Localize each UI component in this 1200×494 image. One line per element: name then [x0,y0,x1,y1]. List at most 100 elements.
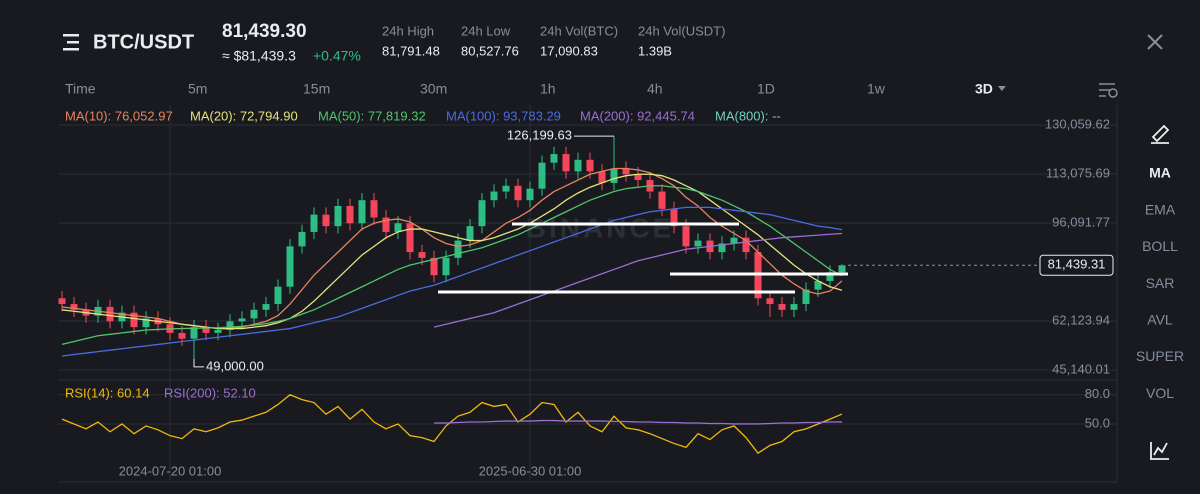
indicator-tab[interactable]: VOL [1146,385,1174,401]
candle-body [610,168,618,183]
rsi-legend[interactable]: RSI(14): 60.14 [65,385,150,400]
min-label: 49,000.00 [206,358,264,373]
axes [1150,442,1169,460]
timeframe-tab[interactable]: 5m [188,81,207,97]
rsi-tick-label: 50.0 [1085,415,1110,430]
candle-body [766,298,774,305]
candle-body [322,214,330,227]
timeframe-tab[interactable]: 3D [975,81,993,97]
candle-body [550,154,558,163]
candle-body [730,237,738,244]
timeframe-tab[interactable]: Time [65,81,96,97]
menu-bar [63,34,79,37]
candle-body [430,257,438,276]
candle-body [790,304,798,310]
candle-body [202,327,210,333]
symbol[interactable]: BTC/USDT [93,31,194,53]
rsi-tick-label: 80.0 [1085,386,1110,401]
dropdown-arrow[interactable] [997,86,1006,91]
candle-body [142,318,150,328]
timeframe-tab[interactable]: 1D [757,81,775,97]
candle-body [718,243,726,253]
close-button[interactable] [1147,34,1163,50]
menu-bar [67,41,79,44]
candle-body [250,309,258,319]
candle-body [286,246,294,287]
min-leader [193,358,204,368]
ma-legend[interactable]: MA(200): 92,445.74 [580,108,695,123]
candle-body [274,286,282,305]
timeframe-tab[interactable]: 1w [867,81,886,97]
candle-body [190,327,198,339]
y-tick-label: 45,140.01 [1052,361,1110,376]
pencil [1151,124,1170,143]
indicator-tab[interactable]: MA [1149,165,1171,181]
timeframe-tab[interactable]: 30m [420,81,447,97]
ma-legend[interactable]: MA(50): 77,819.32 [318,108,426,123]
user-drawings [438,222,848,294]
candle-body [838,265,846,273]
price-tag [1039,254,1114,276]
timeframe-tab[interactable]: 1h [540,81,556,97]
y-tick-label: 96,091.77 [1052,214,1110,229]
indicator-tab[interactable]: BOLL [1142,238,1178,254]
candle-body [586,159,594,172]
candle-body [742,237,750,253]
timeframe-tab[interactable]: 15m [303,81,330,97]
indicator-tab[interactable]: EMA [1145,201,1176,217]
stat-value: 81,791.48 [382,43,440,58]
candle-body [622,168,630,175]
menu-icon[interactable] [63,34,79,51]
stat-label: 24h Vol(USDT) [638,23,725,38]
candle-body [778,304,786,310]
rsi-line [434,419,843,425]
candle-body [394,223,402,232]
candle-body [478,200,486,227]
price-change: +0.47% [313,48,361,64]
candle-body [238,318,246,322]
max-label: 126,199.63 [507,128,572,143]
candle-body [418,252,426,258]
candle-body [826,272,834,281]
rsi-legend[interactable]: RSI(200): 52.10 [164,385,256,400]
timeframe-tab[interactable]: 4h [647,81,663,97]
draw-tool-icon[interactable] [1151,124,1170,144]
indicator-icon[interactable] [1150,442,1169,460]
indicator-tab[interactable]: SUPER [1136,348,1184,364]
candle-body [334,205,342,227]
ma-legend[interactable]: MA(800): -- [715,108,781,123]
candle-body [178,332,186,339]
stat-label: 24h Low [461,23,511,38]
candle-body [298,231,306,247]
candle-body [802,289,810,305]
candle-body [370,200,378,218]
ma-line [61,185,843,346]
chart-settings-icon[interactable] [1099,83,1118,98]
candle-body [814,280,822,290]
ma-legend[interactable]: MA(10): 76,052.97 [65,108,173,123]
last-price: 81,439.30 [222,21,307,42]
candle-body [406,223,414,253]
indicator-tab[interactable]: SAR [1146,275,1175,291]
candle-body [682,226,690,247]
indicator-tab[interactable]: AVL [1147,312,1173,328]
candle-body [214,330,222,333]
candle-body [538,162,546,189]
ma-line [433,232,843,328]
candle-body [346,205,354,224]
ma-legend[interactable]: MA(20): 72,794.90 [190,108,298,123]
stat-value: 1.39B [638,43,672,58]
stat-label: 24h High [382,23,434,38]
candle-body [574,159,582,172]
ma-line [61,173,843,330]
candle-body [310,214,318,232]
candle-body [106,306,114,322]
trend [1153,442,1168,456]
candle-body [634,174,642,181]
candle-body [466,226,474,241]
price-tag-label: 81,439.31 [1048,257,1106,272]
y-tick-label: 113,075.69 [1046,165,1110,180]
ma-line [61,206,843,357]
ma-legend[interactable]: MA(100): 93,783.29 [446,108,561,123]
